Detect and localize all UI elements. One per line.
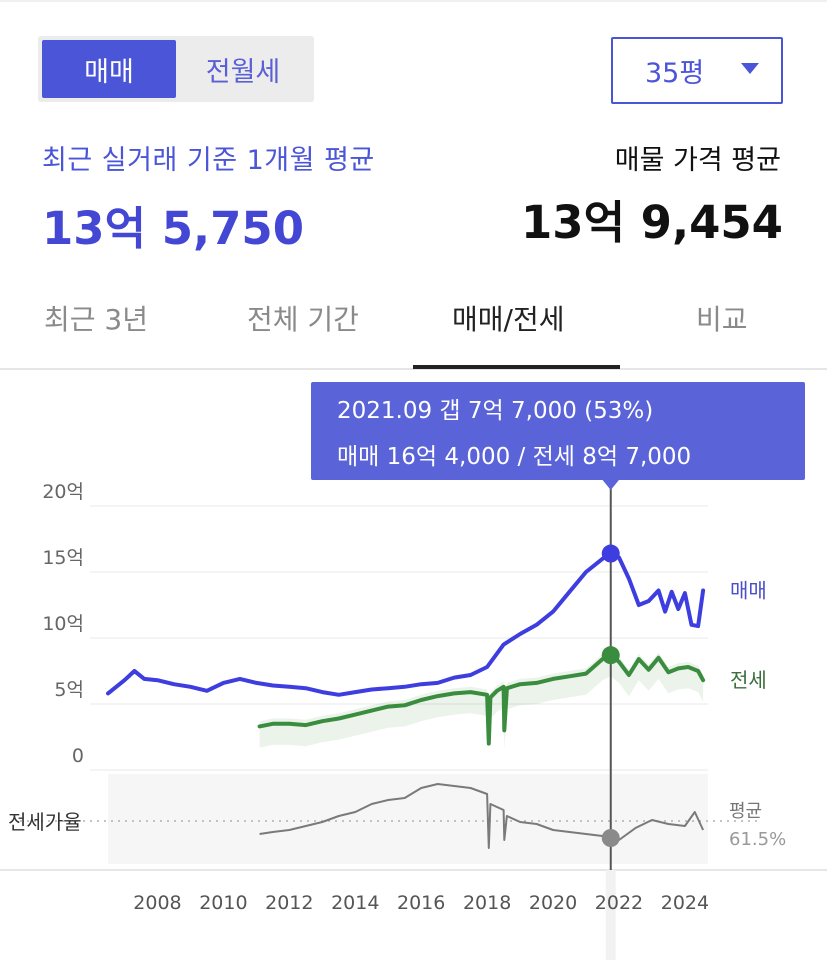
- x-tick-label: 2016: [397, 892, 445, 914]
- y-tick-label: 15억: [42, 547, 84, 569]
- tooltip-line-1: 2021.09 갭 7억 7,000 (53%): [337, 398, 653, 424]
- listing-average-label: 매물 가격 평균: [614, 145, 781, 176]
- sale-highlight-dot: [601, 544, 620, 563]
- tooltip-line-2: 매매 16억 4,000 / 전세 8억 7,000: [337, 444, 691, 470]
- toggle-rent[interactable]: 전월세: [205, 56, 281, 88]
- x-tick-label: 2012: [265, 892, 313, 914]
- active-tab-underline: [413, 365, 620, 369]
- ratio-average-value: 61.5%: [729, 829, 786, 850]
- top-rule: [0, 0, 827, 2]
- x-tick-label: 2024: [661, 892, 709, 914]
- crosshair-scroll-track: [605, 870, 616, 960]
- ratio-series-line: [259, 783, 705, 849]
- ratio-highlight-dot: [601, 829, 620, 847]
- recent-average-label: 최근 실거래 기준 1개월 평균: [42, 145, 375, 176]
- tooltip-box: [311, 382, 805, 480]
- tooltip-pointer: [601, 479, 620, 490]
- y-tick-label: 0: [72, 745, 84, 767]
- jeonse-highlight-dot: [601, 646, 620, 665]
- jeonse-series-line: [257, 653, 706, 746]
- tab-recent-3y[interactable]: 최근 3년: [44, 303, 148, 336]
- toggle-sale[interactable]: 매매: [42, 40, 176, 98]
- y-tick-label: 5억: [54, 679, 84, 701]
- tab-compare[interactable]: 비교: [696, 303, 748, 336]
- size-select[interactable]: 35평: [611, 37, 783, 104]
- ratio-panel-bg: [108, 774, 708, 864]
- x-tick-label: 2018: [463, 892, 511, 914]
- jeonse-series-label: 전세: [730, 668, 767, 692]
- sale-series-line: [106, 551, 706, 697]
- tab-sale-jeonse[interactable]: 매매/전세: [452, 303, 565, 336]
- deal-type-toggle: 매매 전월세: [38, 36, 314, 102]
- x-tick-label: 2020: [529, 892, 577, 914]
- y-tick-label: 20억: [42, 481, 84, 503]
- listing-average-price: 13억 9,454: [520, 196, 783, 249]
- y-tick-label: 10억: [42, 613, 84, 635]
- x-tick-label: 2022: [595, 892, 643, 914]
- size-select-value: 35평: [645, 58, 705, 89]
- x-tick-label: 2008: [133, 892, 181, 914]
- jeonse-range-band: [259, 649, 704, 751]
- price-chart[interactable]: 20억 15억 10억 5억 0 전세가율 평균 61.5% 2008 2010 2012 2014 2…: [0, 372, 827, 960]
- tab-all-period[interactable]: 전체 기간: [247, 303, 359, 336]
- caret-down-icon: [741, 63, 759, 74]
- ratio-panel-label: 전세가율: [8, 810, 82, 834]
- ratio-average-label: 평균: [729, 801, 762, 822]
- recent-average-price: 13억 5,750: [42, 202, 305, 255]
- sale-series-label: 매매: [730, 578, 767, 602]
- period-tabs: 최근 3년 전체 기간 매매/전세 비교: [0, 286, 827, 370]
- x-tick-label: 2010: [199, 892, 247, 914]
- x-tick-label: 2014: [331, 892, 379, 914]
